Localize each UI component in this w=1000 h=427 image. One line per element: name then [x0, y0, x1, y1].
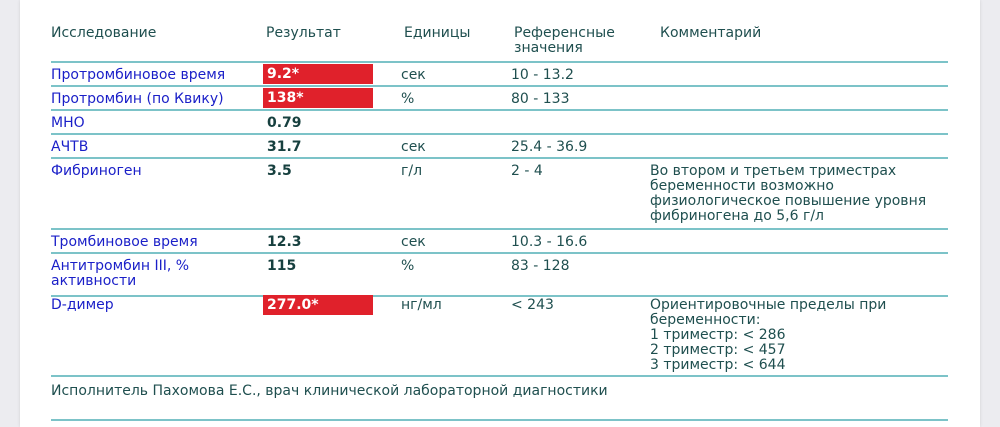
units: сек — [401, 234, 426, 250]
reference-range: 10 - 13.2 — [511, 67, 574, 83]
units: г/л — [401, 163, 423, 179]
header-test: Исследование — [51, 25, 157, 41]
test-name: АЧТВ — [51, 139, 89, 155]
comment: Ориентировочные пределы при беременности… — [650, 297, 887, 373]
units: нг/мл — [401, 297, 442, 313]
test-name: Протромбиновое время — [51, 67, 226, 83]
header-result: Результат — [266, 25, 341, 41]
divider — [51, 419, 948, 421]
test-name: Протромбин (по Квику) — [51, 91, 224, 107]
reference-range: 25.4 - 36.9 — [511, 139, 588, 155]
divider — [51, 133, 948, 135]
header-units: Единицы — [404, 25, 471, 41]
divider — [51, 228, 948, 230]
divider — [51, 109, 948, 111]
units: сек — [401, 139, 426, 155]
test-name: Тромбиновое время — [51, 234, 198, 250]
units: % — [401, 91, 415, 107]
result-value: 115 — [267, 258, 297, 274]
divider — [51, 252, 948, 254]
result-value: 3.5 — [267, 163, 292, 179]
reference-range: 80 - 133 — [511, 91, 570, 107]
reference-range: 2 - 4 — [511, 163, 543, 179]
test-name: D-димер — [51, 297, 114, 313]
units: % — [401, 258, 415, 274]
test-name: Антитромбин III, % активности — [51, 258, 190, 289]
header-comment: Комментарий — [660, 25, 762, 41]
reference-range: < 243 — [511, 297, 554, 313]
result-value-flagged: 277.0* — [263, 295, 373, 315]
comment: Во втором и третьем триместрах беременно… — [650, 163, 927, 224]
result-value: 31.7 — [267, 139, 302, 155]
divider — [51, 375, 948, 377]
divider — [51, 85, 948, 87]
test-name: МНО — [51, 115, 85, 131]
result-value-flagged: 138* — [263, 88, 373, 108]
units: сек — [401, 67, 426, 83]
divider — [51, 61, 948, 63]
header-reference: Референсные значения — [514, 25, 615, 56]
result-value-flagged: 9.2* — [263, 64, 373, 84]
result-value: 12.3 — [267, 234, 302, 250]
performer-signature: Исполнитель Пахомова Е.С., врач клиничес… — [51, 383, 608, 399]
result-value: 0.79 — [267, 115, 302, 131]
lab-report-page: Исследование Результат Единицы Референсн… — [20, 0, 980, 427]
test-name: Фибриноген — [51, 163, 142, 179]
reference-range: 10.3 - 16.6 — [511, 234, 588, 250]
divider — [51, 157, 948, 159]
divider — [51, 295, 948, 297]
reference-range: 83 - 128 — [511, 258, 570, 274]
